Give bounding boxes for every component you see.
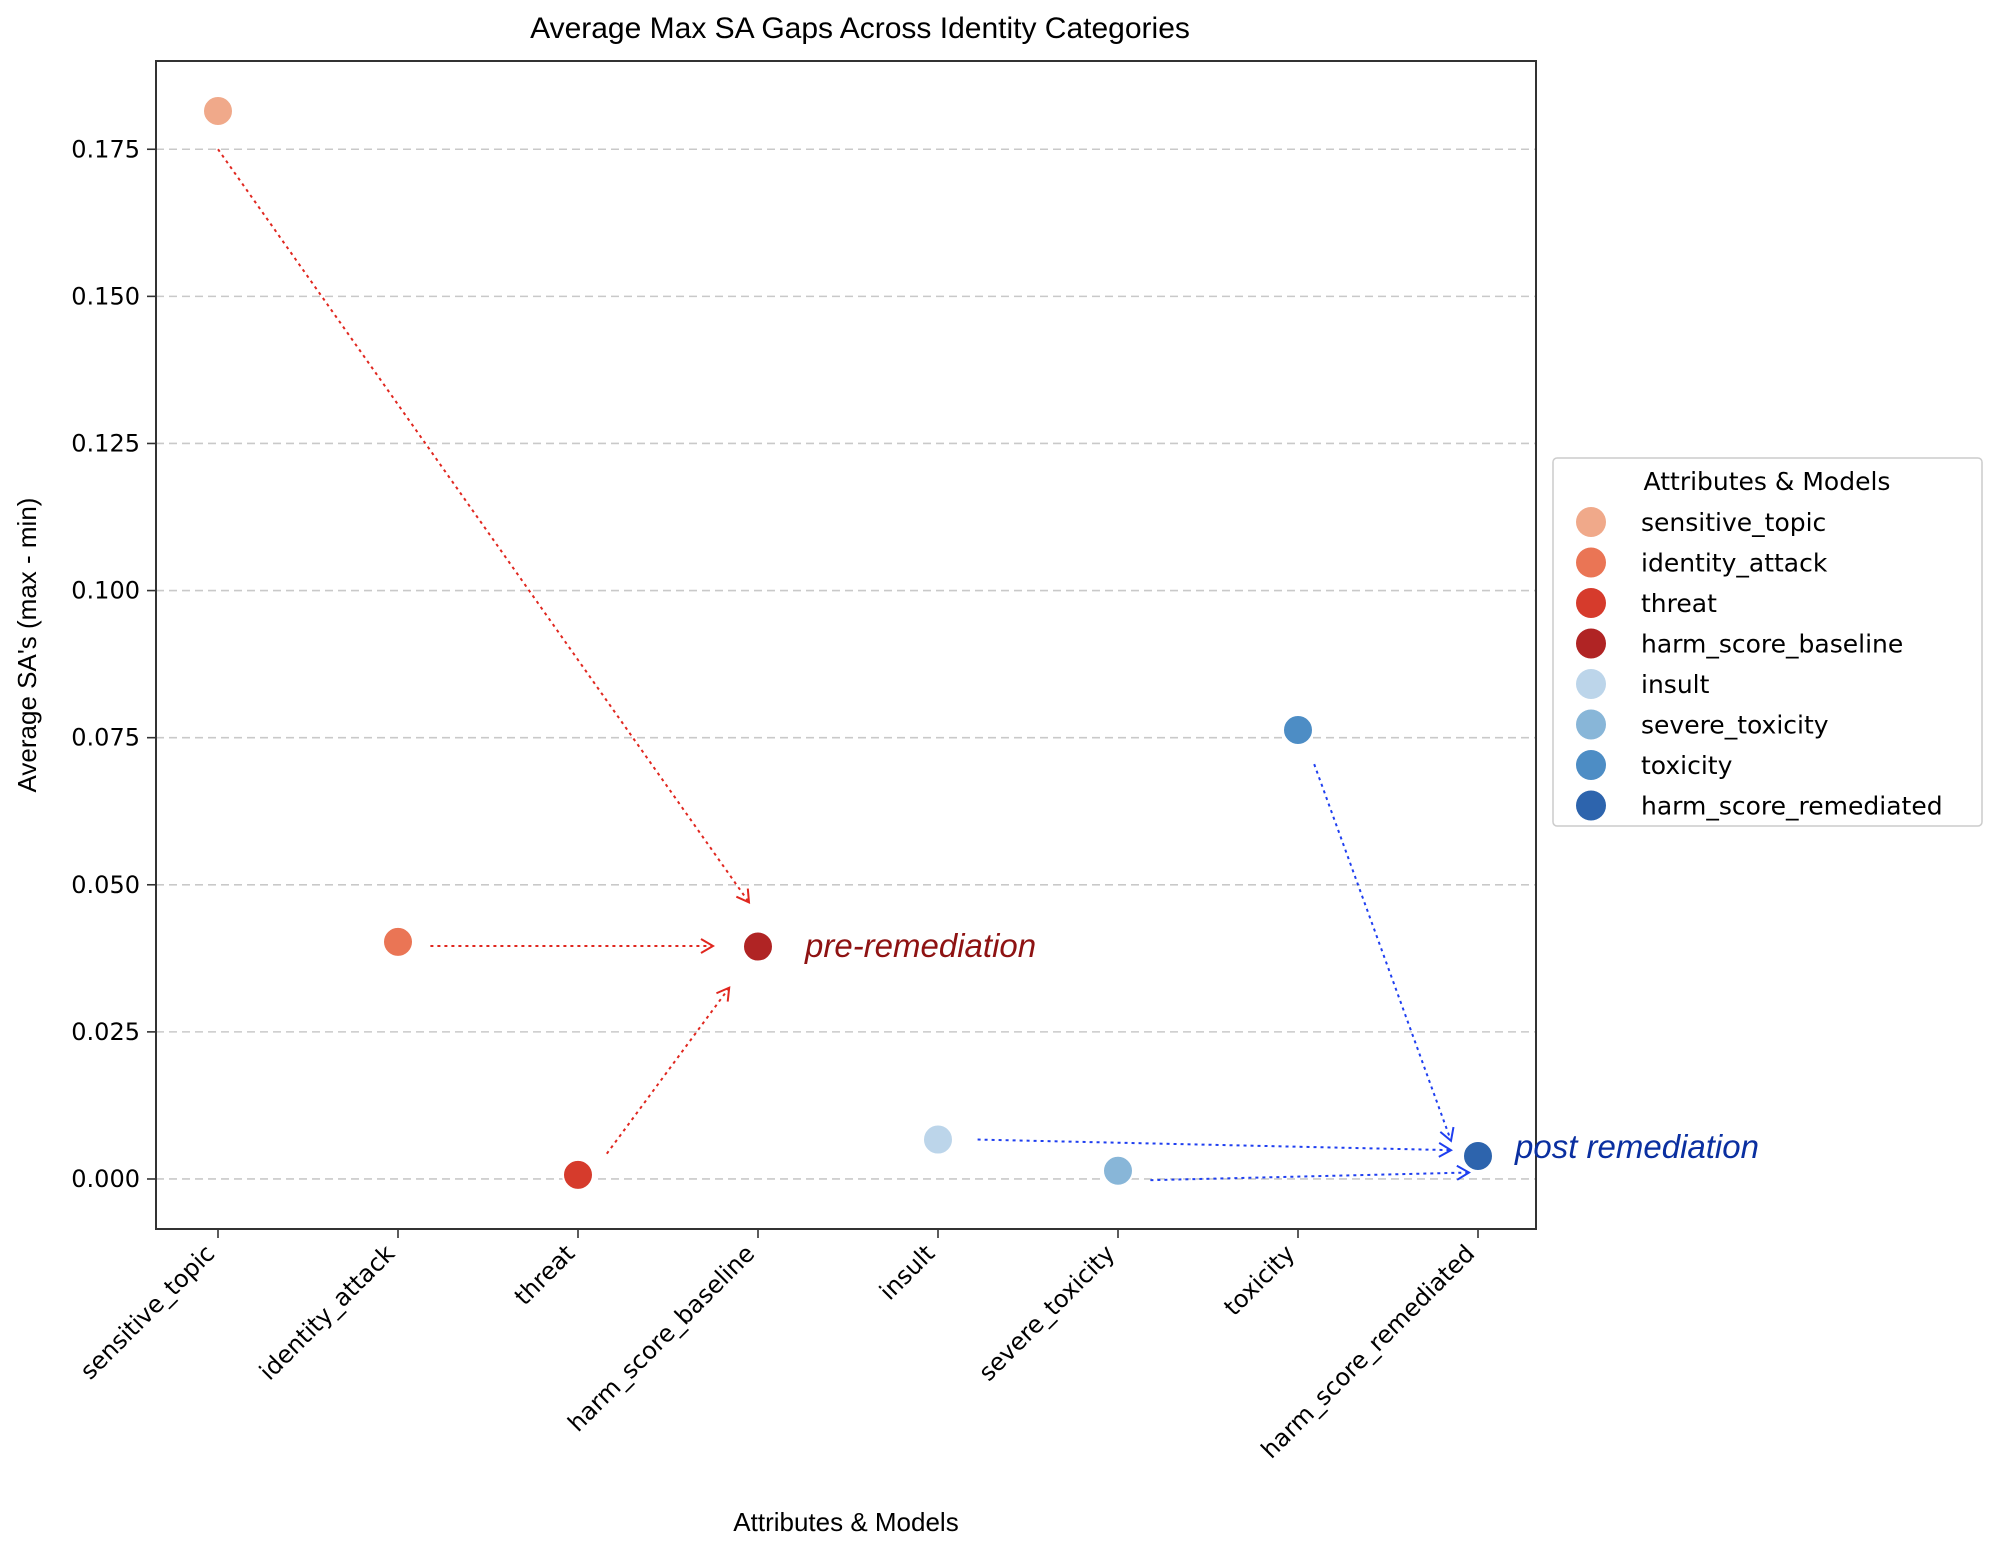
data-point-threat bbox=[562, 1158, 594, 1191]
x-tick-label: harm_score_remediated bbox=[1256, 1239, 1481, 1464]
legend-entry: harm_score_baseline bbox=[1641, 630, 1903, 659]
x-axis-label: Attributes & Models bbox=[733, 1507, 958, 1537]
legend-entry: threat bbox=[1641, 589, 1717, 618]
chart-title: Average Max SA Gaps Across Identity Cate… bbox=[530, 12, 1190, 45]
y-axis-ticks: 0.000 0.025 0.050 0.075 0.100 0.125 0.150 0.175 bbox=[71, 135, 156, 1193]
x-tick-label: toxicity bbox=[1218, 1239, 1300, 1321]
annotation-arrows bbox=[217, 148, 1471, 1182]
plot-area-frame bbox=[155, 60, 1537, 1230]
legend-marker bbox=[1576, 669, 1606, 699]
legend-entry: insult bbox=[1641, 670, 1710, 699]
legend-entry: toxicity bbox=[1641, 751, 1733, 780]
legend-entry: sensitive_topic bbox=[1641, 508, 1826, 537]
legend-marker bbox=[1576, 709, 1606, 740]
y-tick-label: 0.025 bbox=[71, 1018, 140, 1046]
legend-marker bbox=[1576, 588, 1606, 618]
data-point-harm-score-remediated bbox=[1462, 1140, 1494, 1173]
post-remediation-label: post remediation bbox=[1514, 1128, 1759, 1165]
y-tick-label: 0.000 bbox=[71, 1165, 140, 1193]
legend-frame bbox=[1552, 457, 1983, 827]
annotation-arrow-blue bbox=[977, 1138, 1453, 1158]
x-tick-label: sensitive_topic bbox=[75, 1239, 221, 1385]
y-tick-label: 0.100 bbox=[71, 577, 140, 605]
x-tick-label: severe_toxicity bbox=[973, 1239, 1120, 1386]
legend-marker bbox=[1576, 507, 1606, 537]
y-tick-label: 0.125 bbox=[71, 429, 140, 457]
legend-entry: severe_toxicity bbox=[1641, 711, 1829, 740]
grid-lines bbox=[156, 148, 1536, 1180]
legend-entry: identity_attack bbox=[1641, 549, 1828, 578]
annotation-arrow-blue bbox=[1313, 763, 1455, 1143]
legend-title: Attributes & Models bbox=[1644, 467, 1891, 496]
pre-remediation-label: pre-remediation bbox=[804, 927, 1036, 964]
x-axis-ticks: sensitive_topic identity_attack threatharm… bbox=[75, 1229, 1481, 1464]
data-point-insult bbox=[922, 1123, 954, 1156]
legend: Attributes & Models sensitive_topicident… bbox=[1552, 457, 1983, 827]
y-tick-label: 0.050 bbox=[71, 871, 140, 899]
y-tick-label: 0.075 bbox=[71, 724, 140, 752]
y-tick-label: 0.150 bbox=[71, 282, 140, 310]
data-point-identity-attack bbox=[382, 925, 414, 958]
x-tick-label: threat bbox=[509, 1239, 580, 1310]
x-tick-label: identity_attack bbox=[254, 1239, 400, 1385]
legend-marker bbox=[1576, 790, 1606, 821]
legend-marker bbox=[1576, 547, 1606, 578]
data-point-harm-score-baseline bbox=[742, 930, 774, 963]
data-point-severe-toxicity bbox=[1102, 1154, 1134, 1187]
data-points bbox=[202, 95, 1494, 1191]
y-tick-label: 0.175 bbox=[71, 135, 140, 163]
x-tick-label: insult bbox=[874, 1239, 940, 1305]
y-axis-label: Average SA's (max - min) bbox=[12, 498, 42, 793]
legend-marker bbox=[1576, 628, 1606, 659]
annotation-arrow-red bbox=[217, 148, 751, 905]
x-tick-label: harm_score_baseline bbox=[562, 1239, 760, 1437]
data-point-sensitive-topic bbox=[202, 95, 234, 128]
legend-entry: harm_score_remediated bbox=[1641, 792, 1943, 821]
data-point-toxicity bbox=[1282, 714, 1314, 747]
annotation-arrow-red bbox=[605, 986, 731, 1155]
legend-marker bbox=[1576, 750, 1606, 780]
